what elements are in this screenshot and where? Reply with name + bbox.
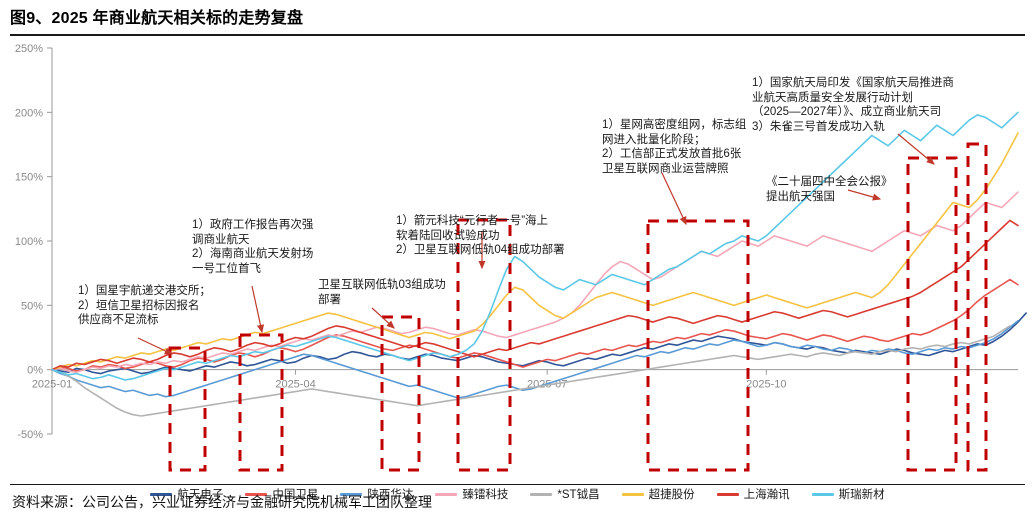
legend-item-航天电子[interactable]: 航天电子 xyxy=(150,486,223,502)
annotation-arrow xyxy=(371,307,395,329)
legend-item-中国卫星[interactable]: 中国卫星 xyxy=(245,486,318,502)
legend-item-超捷股份[interactable]: 超捷股份 xyxy=(621,486,695,502)
y-axis-tick-label: -50% xyxy=(17,429,43,441)
chart-annotation: 1）国家航天局印发《国家航天局推进商 业航天高质量安全发展行动计划 （2025—… xyxy=(752,77,954,133)
annotation-arrow xyxy=(897,133,935,165)
legend-item-斯瑞新材[interactable]: 斯瑞新材 xyxy=(811,486,885,502)
legend-swatch-icon xyxy=(340,492,363,496)
legend-label: 上海瀚讯 xyxy=(743,489,790,501)
legend-swatch-icon xyxy=(716,492,739,496)
title-divider xyxy=(10,34,1025,36)
x-axis-tick-label: 2025-10 xyxy=(746,379,786,391)
highlight-box xyxy=(646,219,750,472)
series-line-*ST钺昌 xyxy=(51,325,1011,417)
series-line-超捷股份 xyxy=(51,132,1019,371)
legend-label: 臻镭科技 xyxy=(462,489,509,501)
chart-annotation: 1）国星宇航递交港交所； 2）垣信卫星招标因报名 供应商不足流标 xyxy=(78,285,211,326)
legend-swatch-icon xyxy=(435,492,458,496)
y-axis-tick-label: 150% xyxy=(15,172,43,184)
chart-annotation: 卫星互联网低轨03组成功 部署 xyxy=(318,279,446,306)
legend-label: 斯瑞新材 xyxy=(838,489,885,501)
highlight-box xyxy=(168,346,207,472)
legend-label: 中国卫星 xyxy=(272,489,319,501)
annotation-arrow xyxy=(661,172,687,226)
chart-legend: 航天电子 中国卫星 陕西华达 臻镭科技 *ST钺昌 超捷股份 上海瀚讯 斯瑞新材 xyxy=(0,486,1035,502)
highlight-box xyxy=(380,315,421,472)
legend-label: 超捷股份 xyxy=(648,489,695,501)
annotation-arrow xyxy=(251,285,264,334)
chart-annotation: 《二十届四中全会公报》 提出航天强国 xyxy=(766,176,893,203)
figure-title-bar: 图9、2025 年商业航天相关标的走势复盘 xyxy=(10,8,1025,38)
legend-swatch-icon xyxy=(621,492,644,496)
highlight-box xyxy=(966,142,988,472)
source-note: 资料来源：公司公告，兴业证券经济与金融研究院机械军工团队整理 xyxy=(12,494,432,510)
chart-annotation: 1）政府工作报告再次强 调商业航天 2）海南商业航天发射场 一号工位首飞 xyxy=(192,219,314,275)
series-line-航天电子 xyxy=(51,312,1027,375)
y-axis-tick-label: 200% xyxy=(15,107,43,119)
page-title: 图9、2025 年商业航天相关标的走势复盘 xyxy=(10,10,304,27)
series-line-上海瀚讯 xyxy=(51,219,1019,371)
legend-item-臻镭科技[interactable]: 臻镭科技 xyxy=(435,486,508,502)
chart-plot-area: -50% 0% 50% 100% 150% 200% 250% 2025-01 2025-04 2… xyxy=(0,36,1035,501)
series-line-斯瑞新材 xyxy=(51,111,1019,381)
footer-divider xyxy=(10,484,1025,485)
chart-annotation: 1）箭元科技“元行者一号”海上 软着陆回收试验成功 2）卫星互联网低轨04组成功… xyxy=(396,215,565,256)
annotation-arrow xyxy=(137,337,174,355)
legend-swatch-icon xyxy=(245,492,268,496)
legend-label: *ST钺昌 xyxy=(557,489,600,501)
legend-swatch-icon xyxy=(150,492,173,496)
annotation-arrow xyxy=(847,189,882,201)
legend-label: 航天电子 xyxy=(177,489,224,501)
legend-swatch-icon xyxy=(530,492,553,496)
highlight-box xyxy=(456,218,512,472)
legend-item-*ST钺昌[interactable]: *ST钺昌 xyxy=(530,486,600,502)
y-axis-tick-label: 250% xyxy=(15,43,43,55)
line-chart: -50% 0% 50% 100% 150% 200% 250% 2025-01 2025-04 2… xyxy=(15,43,1027,472)
legend-item-陕西华达[interactable]: 陕西华达 xyxy=(340,486,413,502)
x-axis-tick-label: 2025-01 xyxy=(32,379,72,391)
x-axis-tick-label: 2025-04 xyxy=(275,379,315,391)
highlight-box xyxy=(238,333,284,472)
y-axis-tick-label: 100% xyxy=(15,236,43,248)
legend-label: 陕西华达 xyxy=(367,489,414,501)
legend-item-上海瀚讯[interactable]: 上海瀚讯 xyxy=(716,486,790,502)
y-axis-tick-label: 0% xyxy=(27,365,43,377)
legend-swatch-icon xyxy=(811,492,834,496)
y-axis-tick-label: 50% xyxy=(21,300,43,312)
series-line-臻镭科技 xyxy=(51,191,1019,374)
highlight-box xyxy=(906,156,958,472)
chart-annotation: 1）星网高密度组网，标志组 网进入批量化阶段； 2）工信部正式发放首批6张 卫星… xyxy=(602,119,747,175)
